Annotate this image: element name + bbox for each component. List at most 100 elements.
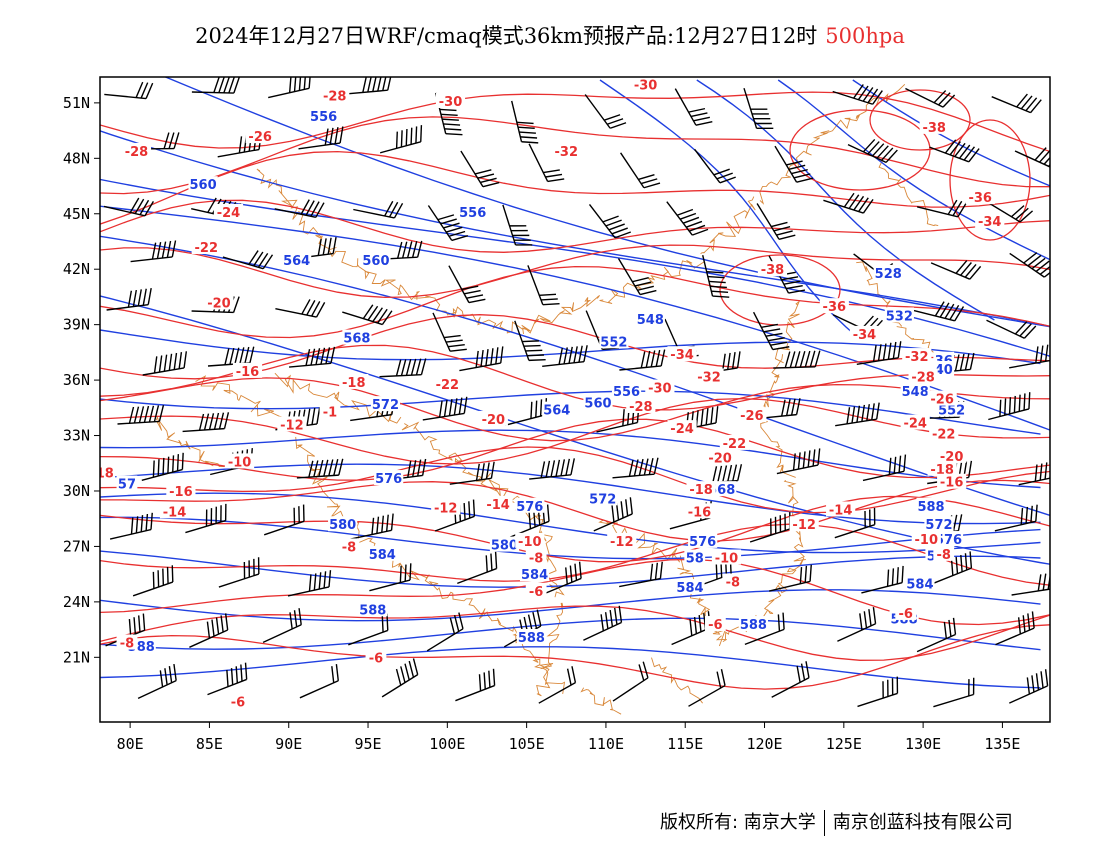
wind-barb <box>528 143 565 183</box>
wind-barb <box>268 77 312 99</box>
geopotential-label: 576 <box>689 535 716 550</box>
wind-barb <box>130 240 177 263</box>
wind-barb <box>448 265 486 304</box>
wind-barb <box>671 611 711 646</box>
temperature-label: -12 <box>434 502 458 517</box>
lat-tick-label: 51N <box>63 94 90 112</box>
chart-title: 2024年12月27日WRF/cmaq模式36km预报产品:12月27日12时 5… <box>0 20 1100 50</box>
wind-barb <box>504 398 548 426</box>
wind-barb <box>379 358 427 378</box>
geopotential-label: 57 <box>118 478 136 493</box>
wind-barb <box>342 304 393 326</box>
geopotential-label: 58 <box>686 552 704 567</box>
geopotential-label: 588 <box>518 631 545 646</box>
wind-barb <box>756 203 796 240</box>
footer-separator <box>823 810 825 836</box>
temperature-label: -20 <box>482 413 506 428</box>
wind-barb <box>426 612 464 652</box>
temperature-label: -36 <box>823 300 847 315</box>
geopotential-label: 548 <box>637 313 664 328</box>
temperature-label: -30 <box>648 381 672 396</box>
geopotential-label: 552 <box>938 404 965 419</box>
temperature-label: -8 <box>342 540 356 555</box>
temperature-label: -16 <box>169 485 193 500</box>
wind-barb <box>287 570 332 597</box>
wind-barb <box>182 412 230 433</box>
geopotential-label: 560 <box>584 396 611 411</box>
geopotential-label: 588 <box>740 618 767 633</box>
wind-barb <box>189 613 229 648</box>
wind-barb <box>109 512 153 540</box>
wind-barb <box>702 255 730 298</box>
wind-barb <box>933 677 975 708</box>
temperature-label: -10 <box>518 535 542 550</box>
wind-barb <box>776 448 821 475</box>
geopotential-label: 580 <box>329 518 356 533</box>
wind-barb <box>991 93 1042 114</box>
temperature-label: -22 <box>932 428 956 443</box>
wind-barb <box>620 152 661 189</box>
lat-tick-label: 30N <box>63 482 90 500</box>
temperature-label: -26 <box>930 393 954 408</box>
lat-tick-label: 24N <box>63 593 90 611</box>
temperature-label: -38 <box>922 121 946 136</box>
temperature-label: -8 <box>120 637 134 652</box>
wind-barb <box>1018 461 1050 486</box>
lat-tick-label: 39N <box>63 316 90 334</box>
wind-barb <box>612 661 649 702</box>
wind-barb <box>619 349 666 371</box>
geopotential-label: 556 <box>613 385 640 400</box>
geopotential-label: 576 <box>516 500 543 515</box>
geopotential-label: 572 <box>925 518 952 533</box>
temperature-label: -34 <box>978 215 1002 230</box>
wind-barb <box>861 565 904 594</box>
wind-barb <box>299 664 339 699</box>
wind-barb <box>862 454 907 482</box>
temperature-label: -24 <box>670 422 694 437</box>
wind-barb <box>449 461 495 485</box>
lon-tick-label: 120E <box>746 735 782 753</box>
temperature-label: -28 <box>125 145 149 160</box>
wind-barb <box>773 350 821 369</box>
lat-tick-label: 42N <box>63 260 90 278</box>
lon-tick-label: 105E <box>509 735 545 753</box>
wind-barb <box>191 77 240 94</box>
temperature-label: -16 <box>940 476 964 491</box>
wind-barb <box>916 199 968 218</box>
geopotential-label: 568 <box>343 332 370 347</box>
temperature-label: -1 <box>323 406 337 421</box>
plot-frame <box>99 76 1051 723</box>
temperature-label: -28 <box>323 89 347 104</box>
geopotential-label: 584 <box>369 548 396 563</box>
wind-barb <box>142 351 188 376</box>
temperature-label: -18 <box>689 483 713 498</box>
wind-barb <box>275 299 326 318</box>
temperature-label: -22 <box>195 241 219 256</box>
wind-barb <box>583 605 623 641</box>
wind-barb <box>502 204 533 246</box>
wind-barb <box>916 617 957 653</box>
temperature-label: -8 <box>726 576 740 591</box>
temperature-label: -24 <box>903 417 927 432</box>
temperature-label: -16 <box>236 365 260 380</box>
wind-barb <box>542 345 588 367</box>
temperature-label: -16 <box>688 505 712 520</box>
temperature-label: -6 <box>708 618 722 633</box>
temperature-label: -14 <box>486 498 510 513</box>
footer-left: 版权所有: 南京大学 <box>660 812 816 833</box>
wind-barb <box>427 205 469 242</box>
temperature-label: -10 <box>228 455 252 470</box>
temperature-label: -24 <box>217 206 241 221</box>
wind-barb <box>353 200 404 219</box>
wind-barb <box>432 312 467 352</box>
wind-barb <box>511 100 539 144</box>
wind-barb <box>262 608 302 644</box>
lon-tick-label: 130E <box>905 735 941 753</box>
wind-barb <box>104 81 154 100</box>
wind-barb <box>455 668 496 702</box>
geopotential-label: 572 <box>589 492 616 507</box>
lon-tick-label: 125E <box>826 735 862 753</box>
wind-barb <box>1009 252 1050 278</box>
wind-barb <box>459 346 504 372</box>
